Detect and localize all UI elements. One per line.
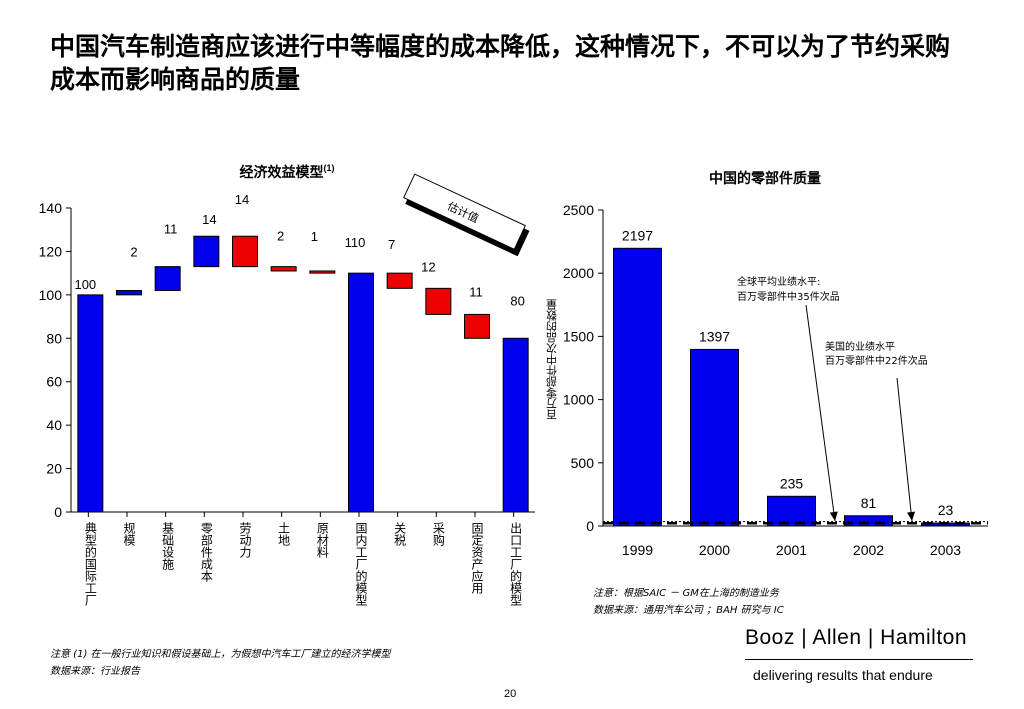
waterfall-data-label: 14 <box>235 192 249 207</box>
quality-y-tick-label: 0 <box>586 518 594 534</box>
waterfall-y-tick-label: 0 <box>54 504 62 520</box>
waterfall-y-tick-label: 80 <box>46 330 62 346</box>
quality-data-label: 235 <box>780 475 804 491</box>
waterfall-category-label: 原材料 <box>315 522 329 558</box>
waterfall-bar <box>154 266 181 292</box>
estimate-stamp-box <box>403 173 526 250</box>
quality-y-axis-label: 百万零部件中次品的数量 <box>546 299 559 420</box>
quality-data-label: 81 <box>861 495 877 511</box>
quality-category-label: 2001 <box>776 542 807 558</box>
quality-category-label: 2003 <box>930 542 961 558</box>
company-tagline: delivering results that endure <box>753 667 933 683</box>
waterfall-bar <box>386 272 413 289</box>
waterfall-category-label: 采购 <box>431 522 445 547</box>
global-benchmark-note-line2: 百万零部件中35件次品 <box>737 290 840 303</box>
waterfall-bar <box>309 270 336 274</box>
waterfall-data-label: 2 <box>277 229 284 244</box>
global-benchmark-note-line1: 全球平均业绩水平: <box>737 275 820 288</box>
waterfall-title: 经济效益模型(1) <box>240 163 335 181</box>
waterfall-category-label: 典型的国际工厂 <box>83 522 97 606</box>
global-benchmark-arrow <box>805 304 836 522</box>
waterfall-bar <box>77 294 104 513</box>
us-benchmark-arrow-head <box>907 511 916 521</box>
waterfall-data-label: 2 <box>130 245 137 260</box>
waterfall-category-label: 关税 <box>393 522 407 547</box>
waterfall-category-label: 零部件成本 <box>199 522 213 583</box>
us-benchmark-arrow <box>896 377 913 522</box>
waterfall-category-label: 国内工厂的模型 <box>354 522 368 606</box>
right-note: 注意：根据SAIC － GM在上海的制造业务 <box>593 588 779 599</box>
global-benchmark-arrow-head <box>829 511 838 521</box>
page-number: 20 <box>504 688 517 700</box>
quality-y-tick-label: 500 <box>571 455 595 471</box>
quality-y-tick-label: 2000 <box>563 265 594 281</box>
waterfall-bar <box>464 313 490 339</box>
waterfall-y-tick-label: 120 <box>39 243 63 259</box>
waterfall-category-label: 土地 <box>277 522 291 546</box>
us-benchmark-note-line1: 美国的业绩水平 <box>825 340 895 353</box>
waterfall-bar <box>425 287 452 315</box>
quality-bar <box>844 515 893 527</box>
quality-y-tick-label: 2500 <box>563 202 594 218</box>
waterfall-y-tick-label: 140 <box>39 200 63 216</box>
quality-y-tick-label: 1000 <box>563 392 594 408</box>
waterfall-y-tick-label: 40 <box>46 417 62 433</box>
company-logo: Booz | Allen | Hamilton <box>745 626 968 649</box>
waterfall-bar <box>116 290 142 296</box>
left-source: 数据来源：行业报告 <box>50 666 140 677</box>
waterfall-y-tick-label: 100 <box>39 287 63 303</box>
waterfall-bar <box>232 235 258 268</box>
quality-category-label: 2002 <box>853 542 884 558</box>
waterfall-title-superscript: (1) <box>324 163 335 173</box>
waterfall-category-label: 劳动力 <box>238 522 252 559</box>
page-title: 中国汽车制造商应该进行中等幅度的成本降低，这种情况下，不可以为了节约采购成本而影… <box>50 32 951 94</box>
waterfall-bar <box>270 266 297 272</box>
waterfall-data-label: 11 <box>469 284 483 299</box>
waterfall-data-label: 80 <box>510 293 524 308</box>
waterfall-data-label: 11 <box>164 222 178 237</box>
waterfall-category-label: 基础设施 <box>161 522 175 570</box>
waterfall-data-label: 100 <box>74 277 96 292</box>
waterfall-data-label: 110 <box>345 235 366 250</box>
quality-category-label: 2000 <box>699 542 730 558</box>
waterfall-bar <box>348 272 374 513</box>
estimate-stamp: 估计值 <box>403 173 530 257</box>
quality-data-label: 23 <box>938 502 954 518</box>
quality-bar <box>613 247 662 527</box>
waterfall-data-label: 1 <box>311 229 318 244</box>
right-source: 数据来源：通用汽车公司 ；BAH 研究与 IC <box>593 605 784 616</box>
waterfall-bar <box>502 337 529 513</box>
waterfall-category-label: 固定资产应用 <box>470 522 484 595</box>
waterfall-y-tick-label: 60 <box>46 374 62 390</box>
quality-bar <box>690 348 739 527</box>
us-benchmark-note-line2: 百万零部件中22件次品 <box>825 354 928 367</box>
waterfall-category-label: 规模 <box>122 521 136 546</box>
waterfall-category-label: 出口工厂的模型 <box>509 522 523 606</box>
logo-divider <box>745 659 973 660</box>
waterfall-bar <box>193 235 220 268</box>
waterfall-data-label: 7 <box>388 237 395 252</box>
quality-y-tick-label: 1500 <box>563 328 594 344</box>
quality-bar <box>767 495 816 527</box>
quality-chart-title: 中国的零部件质量 <box>709 170 821 187</box>
waterfall-y-tick-label: 20 <box>46 461 62 477</box>
quality-data-label: 1397 <box>699 328 730 344</box>
waterfall-data-label: 12 <box>421 259 435 274</box>
quality-category-label: 1999 <box>622 542 653 558</box>
left-note: 注意 (1) 在一般行业知识和假设基础上，为假想中汽车工厂建立的经济学模型 <box>50 649 391 660</box>
quality-data-label: 2197 <box>622 227 653 243</box>
waterfall-data-label: 14 <box>202 212 216 227</box>
